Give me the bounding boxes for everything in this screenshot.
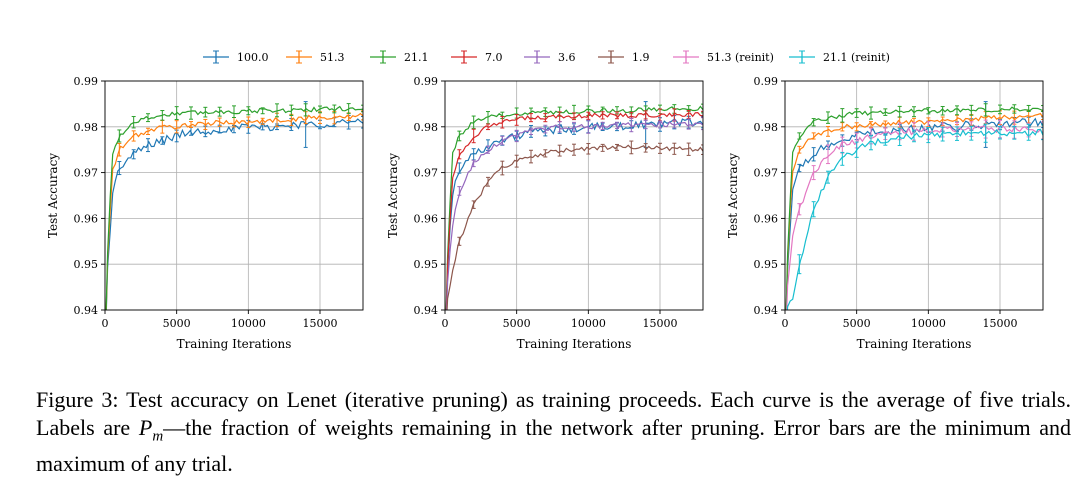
x-tick-label: 5000 <box>843 317 871 330</box>
chart-panel-3: 0 5000 10000 15000 0.94 0.95 0.96 0.97 0.98 0.99 T… <box>726 75 1044 351</box>
y-tick-label: 0.99 <box>754 75 779 88</box>
y-tick-label: 0.99 <box>414 75 439 88</box>
legend-label: 100.0 <box>237 51 269 64</box>
figure-3: 100.0 51.3 21.1 7.0 3.6 1.9 51.3 (reinit) 21.1 … <box>46 50 1044 351</box>
series-group <box>445 101 703 310</box>
series-group <box>785 101 1043 310</box>
chart-panel-2: 0 5000 10000 15000 0.94 0.95 0.96 0.97 0.98 0.99 T… <box>386 75 704 351</box>
y-tick-label: 0.94 <box>754 304 779 317</box>
x-tick-label: 10000 <box>231 317 266 330</box>
chart-panels: 0 5000 10000 15000 0.94 0.95 0.96 0.97 0.98 0.99 T… <box>46 75 1044 351</box>
legend-label: 7.0 <box>485 51 503 64</box>
legend-label: 3.6 <box>558 51 576 64</box>
plot-frame <box>444 80 704 311</box>
pm-subscript: m <box>152 428 164 445</box>
y-tick-label: 0.96 <box>74 212 99 225</box>
caption-text-before: Test accuracy on Lenet (iterative prunin… <box>36 387 1071 440</box>
y-tick-label: 0.94 <box>74 304 99 317</box>
legend-label: 21.1 <box>404 51 429 64</box>
series-group <box>105 101 363 310</box>
legend-label: 51.3 (reinit) <box>707 51 774 64</box>
x-tick-label: 10000 <box>911 317 946 330</box>
y-tick-label: 0.97 <box>74 167 99 180</box>
legend-label: 51.3 <box>320 51 345 64</box>
legend-label: 21.1 (reinit) <box>823 51 890 64</box>
y-tick-label: 0.97 <box>754 167 779 180</box>
x-axis-title: Training Iterations <box>857 337 972 351</box>
x-tick-label: 0 <box>782 317 789 330</box>
x-tick-label: 0 <box>102 317 109 330</box>
x-axis-title: Training Iterations <box>177 337 292 351</box>
caption-label: Figure 3: <box>36 387 119 412</box>
y-tick-label: 0.95 <box>414 258 439 271</box>
legend: 100.0 51.3 21.1 7.0 3.6 1.9 51.3 (reinit) 21.1 … <box>203 50 890 64</box>
y-tick-label: 0.99 <box>74 75 99 88</box>
y-tick-label: 0.98 <box>754 121 779 134</box>
x-axis-title: Training Iterations <box>517 337 632 351</box>
plot-frame <box>784 80 1044 311</box>
legend-label: 1.9 <box>632 51 650 64</box>
y-axis-title: Test Accuracy <box>46 153 60 238</box>
y-tick-label: 0.98 <box>414 121 439 134</box>
y-tick-label: 0.94 <box>414 304 439 317</box>
y-tick-label: 0.96 <box>754 212 779 225</box>
figure-caption: Figure 3: Test accuracy on Lenet (iterat… <box>36 386 1071 478</box>
x-tick-label: 0 <box>442 317 449 330</box>
x-tick-label: 15000 <box>643 317 678 330</box>
caption-text-after: —the fraction of weights remaining in th… <box>36 415 1072 477</box>
y-tick-label: 0.95 <box>74 258 99 271</box>
y-tick-label: 0.95 <box>754 258 779 271</box>
pm-symbol: Pm <box>138 415 164 445</box>
y-tick-label: 0.97 <box>414 167 439 180</box>
y-tick-label: 0.98 <box>74 121 99 134</box>
x-tick-label: 10000 <box>571 317 606 330</box>
y-axis-title: Test Accuracy <box>386 153 400 238</box>
chart-panel-1: 0 5000 10000 15000 0.94 0.95 0.96 0.97 0.98 0.99 T… <box>46 75 364 351</box>
y-axis-title: Test Accuracy <box>726 153 740 238</box>
x-tick-label: 5000 <box>503 317 531 330</box>
x-tick-label: 15000 <box>303 317 338 330</box>
plot-frame <box>104 80 364 311</box>
x-tick-label: 5000 <box>163 317 191 330</box>
x-tick-label: 15000 <box>983 317 1018 330</box>
y-tick-label: 0.96 <box>414 212 439 225</box>
